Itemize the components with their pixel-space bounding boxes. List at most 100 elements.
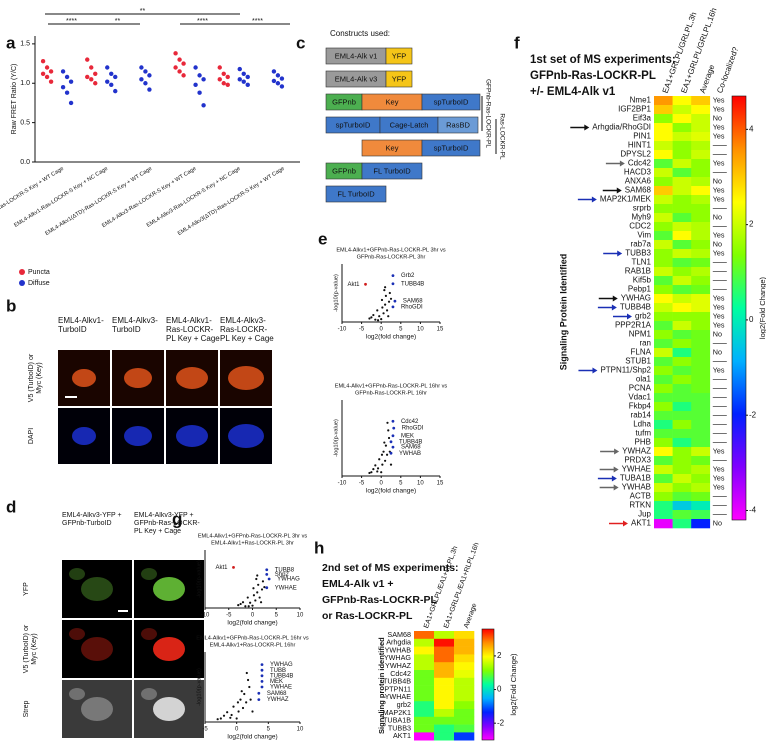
row-label-box: DAPI [28,428,35,444]
x-tick-label: EML4-Alkv3-Ras-LOCKR-S Key + NC Cage [146,166,242,229]
heatmap-cell [672,456,692,466]
point-label: TUBB8 [275,567,295,573]
labeled-point [389,440,393,444]
heatmap-cell [672,303,692,313]
data-point [245,82,250,88]
heatmap-cell [454,685,475,694]
row-label: TUBB3 [388,723,411,732]
data-point [193,82,198,88]
colocalized-value: No [713,239,722,248]
row-label: Nme1 [630,96,652,105]
data-point [249,601,252,604]
heatmap-cell [454,654,475,663]
data-point [382,312,385,315]
colocalized-value: No [713,113,722,122]
row-arrowhead [622,520,628,527]
data-point [226,711,229,714]
data-point [376,309,379,312]
labeled-point [232,566,235,569]
heatmap-cell [654,123,673,133]
data-point [109,71,114,77]
heatmap-cell [434,662,455,671]
point-label: YWHAG [277,577,300,583]
data-point [370,471,373,474]
heatmap-cell [672,501,692,511]
x-tick-label: 5 [267,727,271,733]
data-point [387,315,390,318]
heatmap-cell [654,492,673,502]
y-tick-label: 0.0 [20,159,30,166]
cell-signal [153,697,185,721]
heatmap-cell [654,285,673,295]
x-tick-label: 15 [437,481,444,487]
data-point [236,701,240,704]
data-point [261,580,265,583]
heatmap-cell [691,357,711,367]
heatmap-cell [691,420,711,430]
heatmap-cell [691,501,711,511]
heatmap-cell [672,483,692,493]
row-label: DPYSL2 [620,150,651,159]
point-label: YWHAG [270,662,293,668]
heatmap-cell [691,276,711,286]
data-point [384,303,387,306]
cell-signal [176,425,208,447]
heatmap-title: GFPnb-Ras-LOCKR-PL [322,594,437,606]
colocalized-value: Yes [713,95,725,104]
data-point [252,587,255,590]
x-tick-label: -10 [201,613,210,619]
data-point [68,100,74,106]
data-point [139,65,144,70]
heatmap-cell [654,213,673,223]
column-label: EML4-Alkv3-TurboID [112,316,158,334]
construct-label: YFP [392,51,407,60]
heatmap-cell [672,519,692,529]
data-point [244,605,247,608]
heatmap-cell [654,465,673,475]
data-point [263,586,266,589]
x-tick-label: EML4-Alkv1-Ras-LOCKR-S Key + NC Cage [13,166,109,229]
construct-label: RasBD [446,120,470,129]
construct-label: spTurboID [336,120,371,129]
row-arrowhead [592,367,598,374]
point-label: Akt1 [348,282,361,288]
heatmap-cell [691,105,711,115]
row-label: Arhgdia [386,638,411,647]
construct-label: FL TurboID [373,166,411,175]
construct-label: GFPnb [332,97,356,106]
data-point [279,76,285,81]
labeled-point [393,299,397,303]
column-label: EML4-Alkv3-Ras-LOCKR-PL Key + Cage [220,316,274,343]
heatmap-cell [654,249,673,259]
heatmap-cell [691,114,711,124]
row-label: Eif3a [633,114,652,123]
row-arrowhead [613,466,619,473]
point-label: RhoGDI [401,304,423,310]
data-point [89,77,94,82]
heatmap-cell [654,159,673,169]
heatmap-title: 1st set of MS experiments: [530,54,676,66]
micrograph [62,620,132,678]
plot-title: EML4-Alkv1+GFPnb-Ras-LOCKR-PL 16hr vs [335,383,448,389]
heatmap-cell [454,701,475,710]
heatmap-cell [414,701,435,710]
data-point [143,69,148,74]
data-point [384,294,388,297]
heatmap-cell [672,258,692,268]
y-axis-label: -log10(p-value) [196,560,202,598]
colocalized-value: No [713,518,722,527]
row-label: YWHAZ [385,661,412,670]
plot-title: EML4-Alkv1+GFPnb-Ras-LOCKR-PL 16hr vs [196,635,309,641]
row-label: ANXA6 [625,177,652,186]
heatmap-cell [654,411,673,421]
data-point [230,713,233,717]
point-label: YWHAB [399,451,421,457]
heatmap-cell [672,294,692,304]
row-label: PTPN11/Shp2 [600,366,651,375]
point-label: SAM68 [403,299,423,305]
data-point [232,705,235,708]
construct-label: FL TurboID [337,189,375,198]
data-point [139,77,144,82]
micrograph [62,560,132,618]
heatmap-cell [654,303,673,313]
